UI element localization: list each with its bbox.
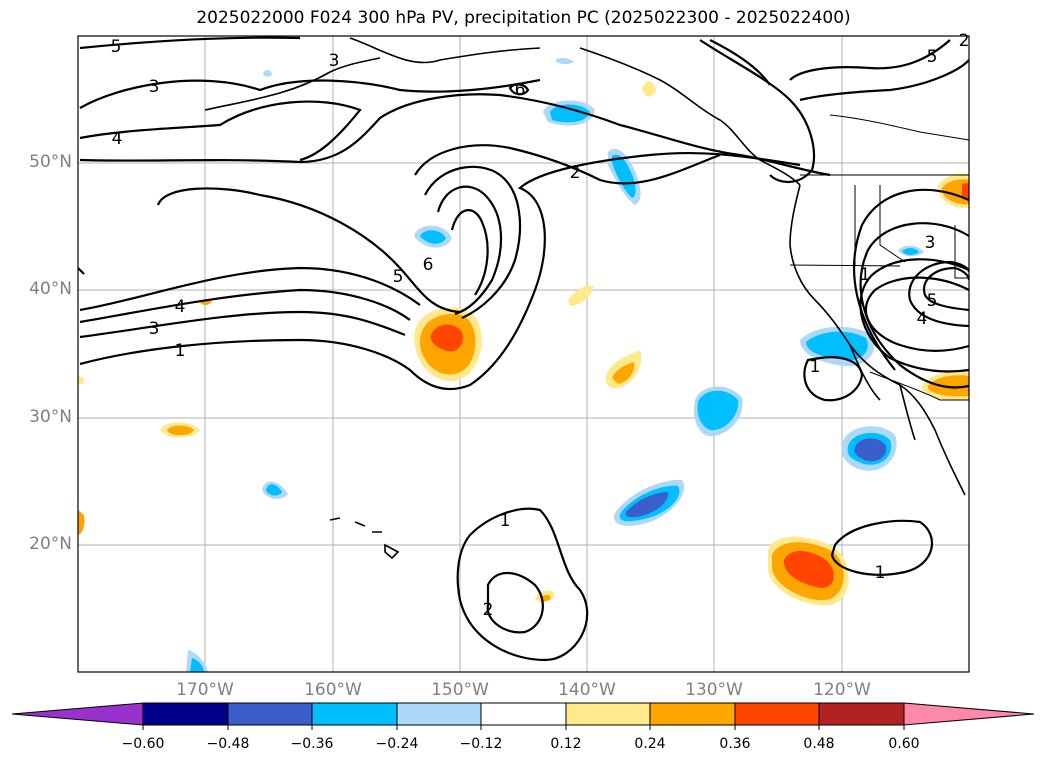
borders [789, 114, 969, 401]
colorbar-tick-label: 0.36 [719, 736, 751, 752]
pv-contour-trough-1 [414, 144, 721, 185]
contour-label: 5 [393, 267, 404, 287]
contour-label: 1 [175, 341, 186, 361]
contour-label: 4 [917, 309, 928, 329]
contour-label: 2 [570, 163, 581, 183]
contour-label: 5 [111, 37, 122, 57]
coastlines [204, 37, 966, 560]
pv-contour-1-mid [79, 151, 801, 390]
pv-contour-1-south-large [456, 507, 589, 662]
lat-label: 30°N [29, 407, 72, 427]
pv-contour-west-1 [79, 93, 831, 177]
lon-label: 170°W [176, 680, 234, 700]
contour-label: 5 [927, 47, 938, 67]
colorbar-swatch [311, 702, 398, 726]
contour-label: 2 [483, 600, 494, 620]
colorbar-tick-label: 0.12 [550, 736, 582, 752]
pv-contour-3-mid [79, 310, 406, 339]
lon-label: 140°W [558, 680, 616, 700]
pv-contour-5-north [79, 36, 301, 50]
colorbar-extend-high [903, 702, 1035, 726]
colorbar-swatch [734, 702, 820, 726]
colorbar-tick-label: 0.48 [803, 736, 835, 752]
colorbar [11, 702, 1035, 730]
lon-label: 120°W [813, 680, 871, 700]
contour-label: 5 [927, 291, 938, 311]
colorbar-swatch [480, 702, 567, 726]
colorbar-tick-label: −0.60 [121, 736, 165, 752]
coast-alaska [204, 37, 801, 186]
contour-label: 3 [149, 319, 160, 339]
pv-contour-1-se [830, 519, 934, 576]
pv-contour-ne-trough [699, 39, 816, 183]
contour-label: 3 [925, 233, 936, 253]
lat-label: 40°N [29, 279, 72, 299]
lon-label: 160°W [304, 680, 362, 700]
contour-label: 1 [875, 563, 886, 583]
pv-contour-cutoff-4 [852, 188, 969, 371]
contour-label: 2 [959, 31, 970, 51]
pv-contour-ne-ridge [789, 39, 951, 81]
contour-label: 1 [860, 265, 871, 285]
lon-label: 150°W [431, 680, 489, 700]
precip-negative [186, 57, 924, 672]
pv-contour-trough-3 [436, 185, 503, 316]
pv-contour-2-south [486, 571, 544, 634]
lat-label: 50°N [29, 152, 72, 172]
colorbar-extend-low [11, 702, 144, 726]
colorbar-swatch [649, 702, 736, 726]
pv-contour-small-ring [508, 83, 530, 96]
colorbar-swatch [227, 702, 313, 726]
lat-label: 20°N [29, 534, 72, 554]
contour-label: 4 [112, 129, 123, 149]
contour-label: 4 [175, 297, 186, 317]
precip-positive [78, 81, 969, 606]
colorbar-tick-label: −0.36 [290, 736, 334, 752]
pv-contour-1-baja [803, 356, 864, 402]
map-frame [77, 35, 970, 673]
colorbar-tick-label: −0.24 [375, 736, 419, 752]
pv-contour-ne-2 [709, 39, 771, 86]
contour-label: 3 [329, 51, 340, 71]
colorbar-swatch [818, 702, 905, 726]
colorbar-swatch [142, 702, 229, 726]
colorbar-tick-label: 0.60 [888, 736, 920, 752]
contour-label: 6 [423, 255, 434, 275]
pv-contour-4-north [79, 100, 362, 162]
colorbar-tick-label: 0.24 [634, 736, 666, 752]
contour-label: 1 [500, 511, 511, 531]
pv-contour-cutoff-inner-1 [922, 266, 969, 312]
colorbar-tick-label: −0.48 [206, 736, 250, 752]
contour-label: 1 [810, 357, 821, 377]
colorbar-ticks [142, 725, 905, 730]
pv-contour-trough-4 [450, 209, 489, 296]
coast-baja [849, 344, 916, 441]
pv-contour-trough-2 [424, 165, 522, 320]
pv-contour-mid-1 [79, 266, 421, 312]
pv-contour-west-edge [78, 267, 85, 275]
precip-blob-small-3 [568, 285, 594, 306]
pv-contour-cutoff-3 [859, 222, 969, 389]
coast-hawaii [329, 517, 400, 560]
pv-contour-4-mid [79, 288, 411, 324]
colorbar-swatch [396, 702, 482, 726]
lon-label: 130°W [685, 680, 743, 700]
pv-contour-cutoff-inner-2 [908, 260, 969, 328]
colorbar-tick-label: −0.12 [459, 736, 503, 752]
pv-contour-ne-ridge-2 [799, 59, 969, 102]
pv-contour-3-north [79, 78, 541, 109]
chart-title: 2025022000 F024 300 hPa PV, precipitatio… [196, 8, 851, 28]
contour-label: 3 [149, 77, 160, 97]
colorbar-swatch [565, 702, 651, 726]
pv-contour-5-central [156, 187, 461, 314]
pv-contours [78, 36, 969, 662]
contour-label: 6 [515, 80, 526, 100]
